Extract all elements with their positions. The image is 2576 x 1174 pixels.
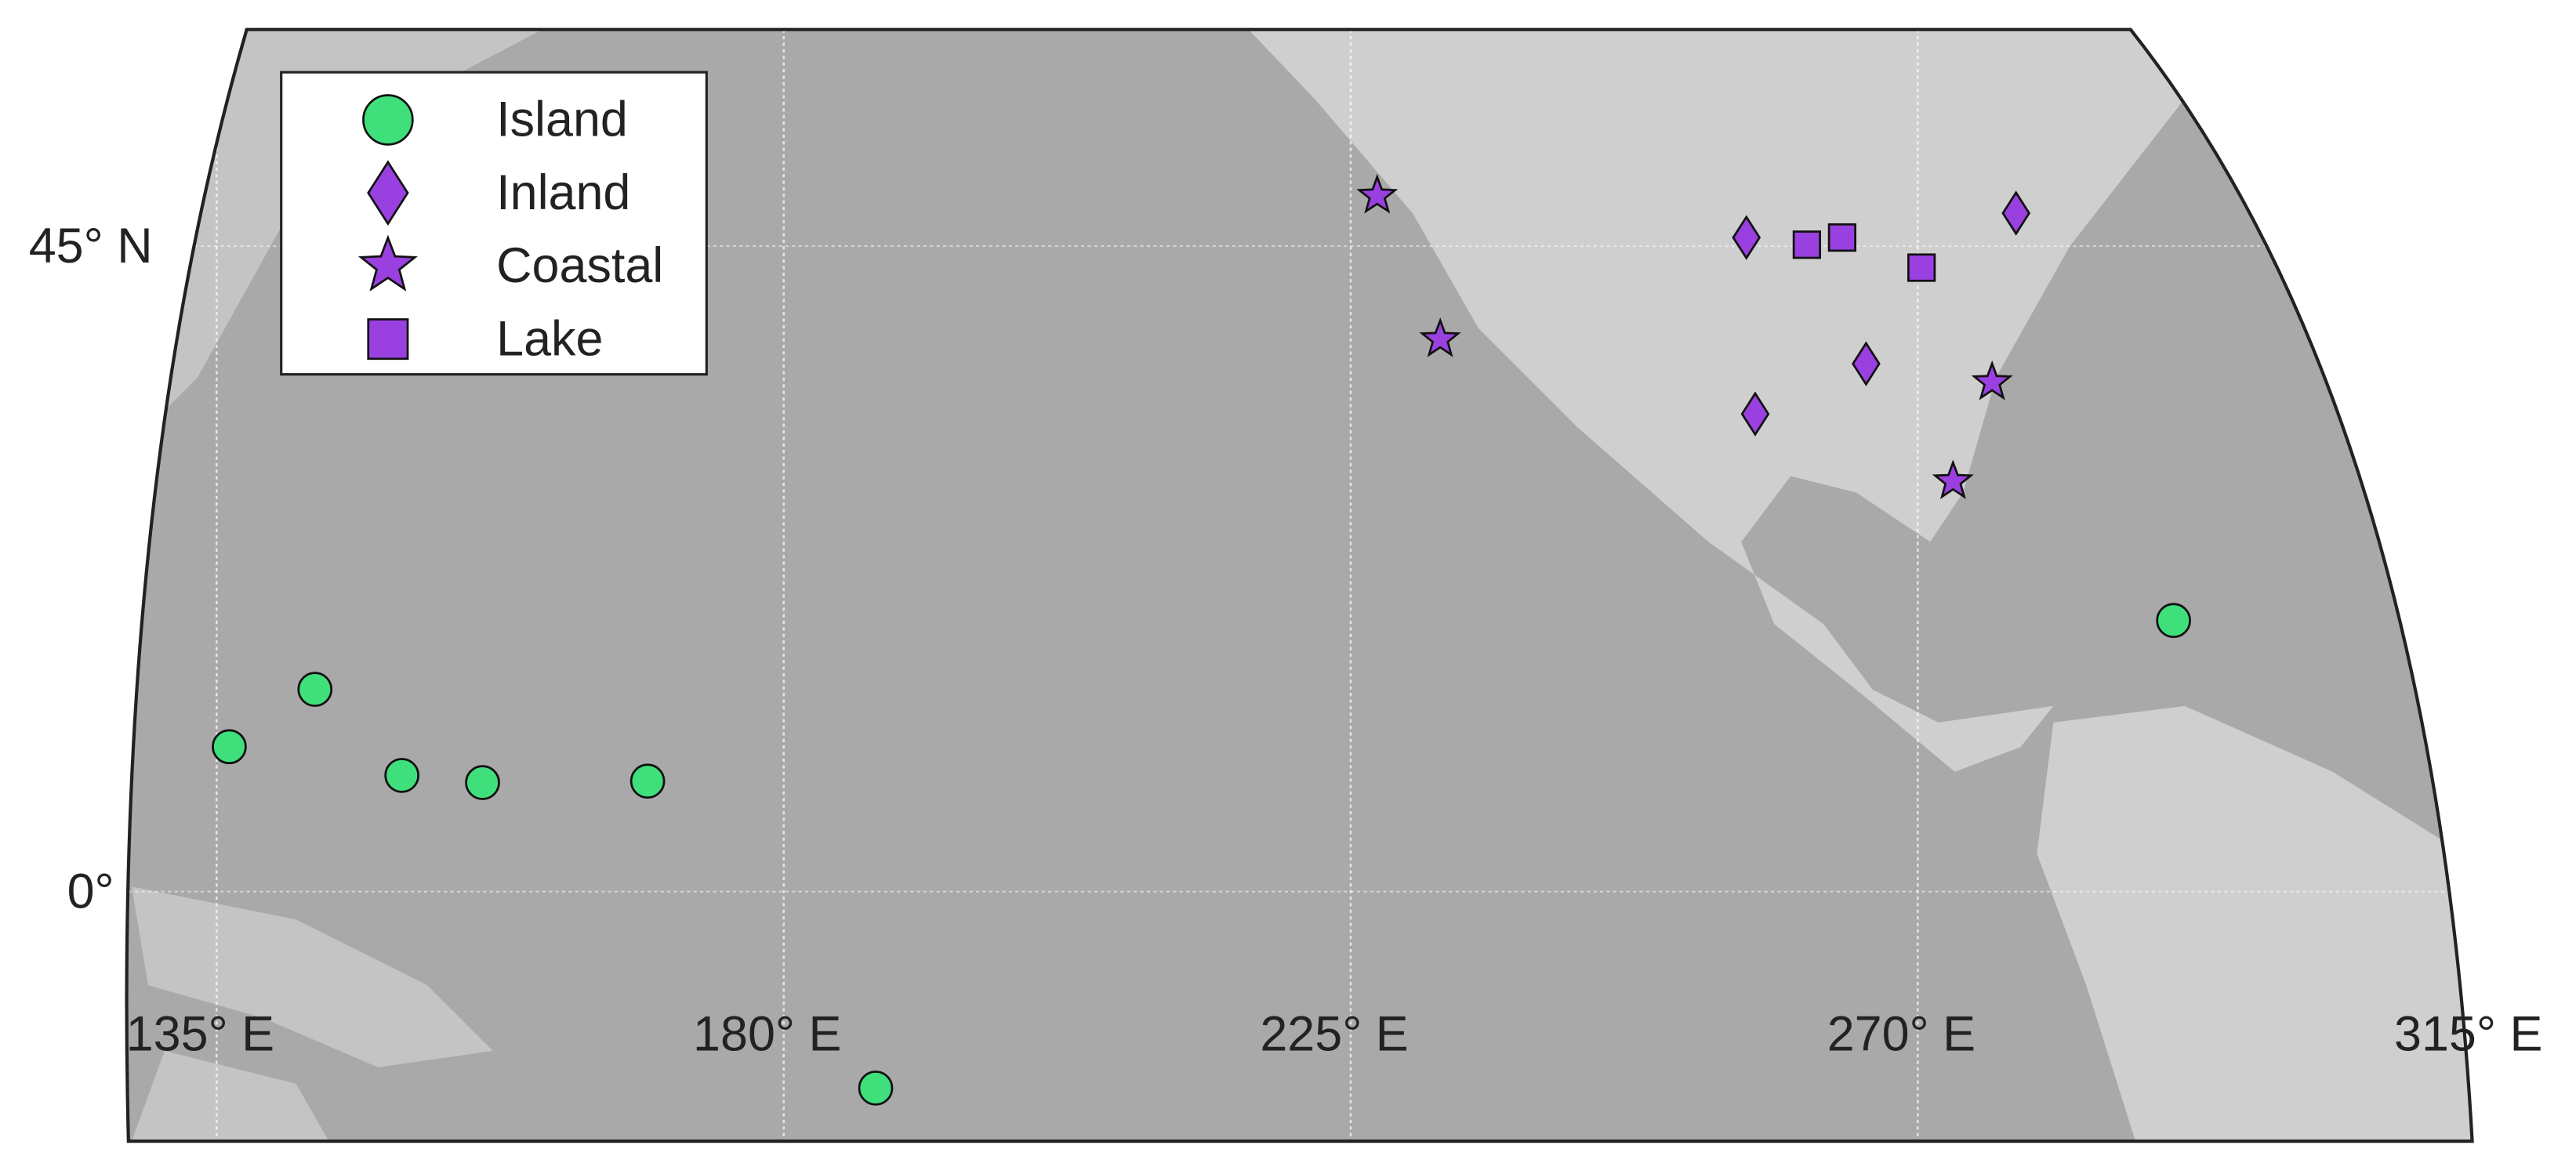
x-tick-label: 180° E [693, 1007, 841, 1062]
marker-star [357, 234, 418, 292]
marker-circle [465, 765, 500, 800]
marker-circle [212, 729, 247, 765]
x-tick-label: 135° E [126, 1007, 274, 1062]
marker-square [1792, 230, 1822, 259]
legend-label: Inland [496, 165, 630, 220]
y-tick-label: 0° [67, 864, 114, 919]
marker-diamond [367, 160, 409, 226]
marker-square [1907, 253, 1936, 282]
legend-label: Lake [496, 311, 603, 366]
legend-label: Island [496, 92, 628, 147]
south-america [2037, 705, 2473, 1142]
marker-star [1419, 317, 1461, 357]
marker-diamond [1852, 341, 1881, 386]
x-tick-label: 315° E [2394, 1007, 2542, 1062]
new-guinea [132, 886, 493, 1067]
legend-label: Coastal [496, 238, 663, 293]
marker-star [1971, 360, 2013, 400]
asia [147, 29, 542, 427]
marker-circle [858, 1071, 894, 1106]
legend-box [280, 71, 708, 376]
marker-circle [297, 672, 333, 707]
x-tick-label: 270° E [1827, 1007, 1976, 1062]
y-tick-label: 45° N [29, 219, 153, 274]
marker-diamond [1732, 215, 1761, 260]
north-america [1248, 29, 2185, 772]
marker-circle [629, 763, 666, 799]
marker-circle [384, 758, 419, 793]
marker-diamond [2001, 190, 2031, 236]
marker-star [1356, 173, 1399, 214]
marker-square [367, 318, 409, 361]
marker-diamond [1740, 391, 1770, 437]
marker-circle [362, 94, 414, 146]
legend: Island Inland Coastal Lake [280, 71, 708, 376]
map-frame [125, 27, 2474, 1143]
marker-circle [2156, 603, 2191, 639]
marker-star [1932, 459, 1974, 499]
australia [132, 1050, 329, 1142]
marker-square [1827, 223, 1857, 252]
x-tick-label: 225° E [1260, 1007, 1408, 1062]
